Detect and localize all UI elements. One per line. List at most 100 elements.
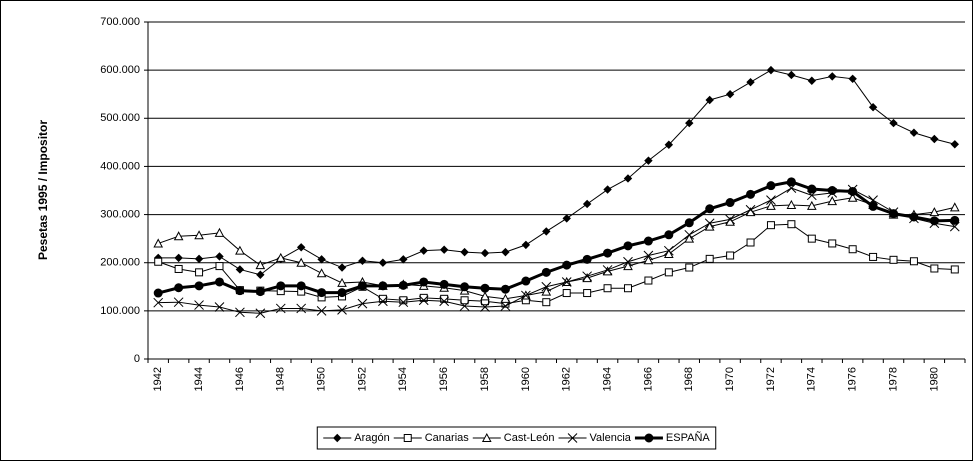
- marker: [562, 214, 571, 223]
- marker: [173, 231, 184, 241]
- marker: [521, 240, 531, 250]
- marker: [194, 230, 204, 240]
- marker: [745, 204, 756, 215]
- marker: [378, 296, 388, 307]
- marker: [214, 302, 225, 312]
- marker: [602, 265, 613, 275]
- x-tick-label: 1942: [152, 367, 164, 391]
- marker: [643, 255, 654, 265]
- marker: [460, 282, 470, 292]
- marker: [235, 286, 245, 296]
- marker: [500, 293, 511, 303]
- marker: [215, 262, 224, 271]
- marker: [827, 186, 837, 195]
- marker: [403, 434, 412, 442]
- marker: [174, 283, 184, 293]
- y-tick-label: 0: [134, 353, 140, 365]
- marker: [399, 296, 408, 305]
- marker: [153, 288, 163, 298]
- marker: [848, 186, 858, 196]
- marker: [337, 305, 347, 315]
- marker: [541, 286, 552, 296]
- marker: [685, 263, 694, 272]
- y-tick-label: 400.000: [100, 160, 140, 172]
- marker: [275, 252, 286, 262]
- series-line: [158, 187, 955, 314]
- marker: [806, 200, 817, 210]
- marker: [235, 265, 245, 274]
- marker: [725, 90, 735, 99]
- marker: [623, 284, 632, 293]
- series-line: [158, 223, 955, 305]
- marker: [357, 298, 368, 309]
- marker: [786, 199, 797, 209]
- marker: [704, 218, 715, 229]
- marker: [317, 288, 327, 298]
- marker: [153, 238, 164, 248]
- marker: [909, 257, 918, 266]
- marker: [214, 227, 225, 237]
- marker: [603, 248, 613, 258]
- marker: [869, 252, 878, 261]
- marker: [316, 306, 327, 316]
- marker: [807, 76, 817, 85]
- marker: [275, 303, 286, 314]
- marker: [398, 297, 409, 308]
- marker: [235, 245, 245, 255]
- legend-label: ESPAÑA: [666, 431, 710, 444]
- marker: [542, 227, 551, 236]
- marker: [828, 239, 837, 248]
- y-tick-label: 300.000: [100, 208, 140, 220]
- marker: [705, 204, 715, 214]
- marker: [664, 268, 673, 277]
- x-tick-label: 1950: [316, 367, 328, 391]
- marker: [726, 251, 735, 260]
- marker: [561, 277, 572, 287]
- marker: [930, 264, 939, 273]
- marker: [603, 284, 612, 293]
- marker: [154, 257, 163, 266]
- marker: [827, 196, 838, 206]
- marker: [174, 264, 183, 273]
- marker: [276, 281, 286, 291]
- marker: [950, 265, 959, 274]
- marker: [337, 277, 347, 287]
- marker: [663, 245, 674, 256]
- marker: [214, 277, 224, 287]
- marker: [567, 433, 578, 443]
- marker: [787, 220, 796, 229]
- marker: [643, 250, 654, 261]
- marker: [500, 284, 510, 294]
- marker: [684, 229, 695, 240]
- marker: [460, 296, 469, 305]
- marker: [705, 254, 714, 263]
- marker: [950, 215, 960, 225]
- marker: [725, 214, 735, 225]
- marker: [929, 207, 940, 217]
- x-tick-label: 1952: [356, 367, 368, 391]
- marker: [194, 254, 204, 264]
- x-tick-label: 1948: [275, 367, 287, 391]
- marker: [929, 216, 939, 226]
- legend-box: [316, 426, 717, 450]
- marker: [333, 433, 342, 443]
- marker: [317, 255, 326, 264]
- marker: [828, 72, 837, 81]
- marker: [439, 279, 449, 289]
- marker: [623, 174, 633, 183]
- marker: [296, 257, 307, 267]
- x-tick-label: 1958: [479, 367, 491, 391]
- y-tick-label: 600.000: [100, 64, 140, 76]
- marker: [704, 221, 715, 231]
- marker: [296, 243, 306, 252]
- x-tick-label: 1956: [438, 367, 450, 391]
- marker: [786, 177, 796, 187]
- marker: [419, 277, 429, 287]
- marker: [664, 248, 674, 259]
- x-tick-label: 1944: [193, 367, 205, 391]
- marker: [949, 202, 960, 212]
- marker: [623, 241, 633, 251]
- marker: [950, 140, 959, 149]
- marker: [807, 234, 816, 243]
- marker: [602, 266, 613, 276]
